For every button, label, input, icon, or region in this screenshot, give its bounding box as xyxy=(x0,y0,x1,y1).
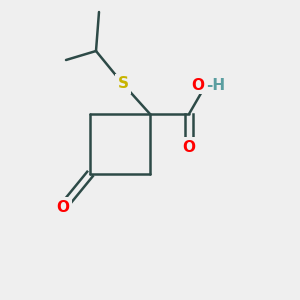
Text: -H: -H xyxy=(206,78,225,93)
Text: O: O xyxy=(182,140,196,154)
Text: S: S xyxy=(118,76,128,92)
Text: O: O xyxy=(191,78,204,93)
Text: O: O xyxy=(56,200,70,214)
